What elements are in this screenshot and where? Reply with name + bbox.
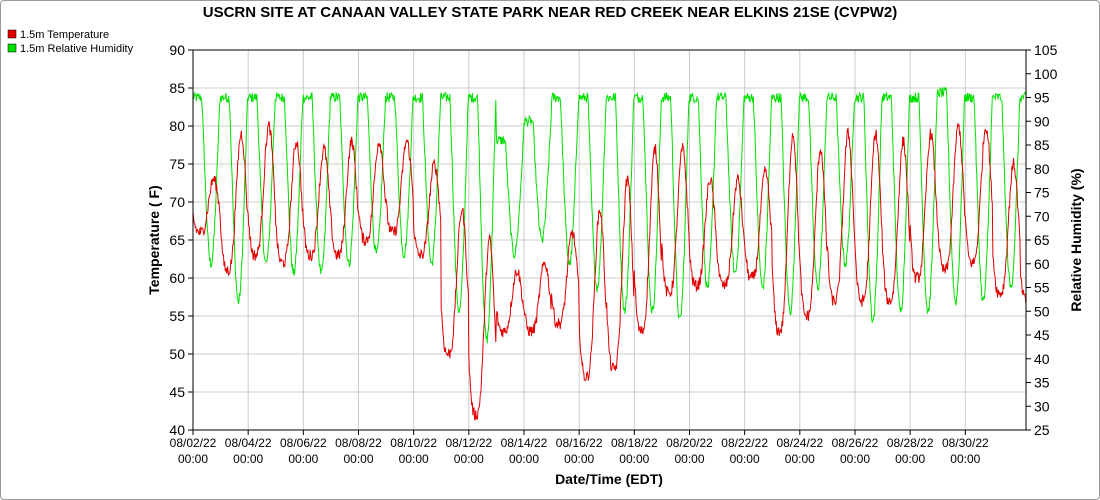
y-left-tick-label: 80 (169, 118, 185, 134)
y-axis-right-label: Relative Humidity (%) (1068, 168, 1084, 311)
x-axis-label: Date/Time (EDT) (555, 471, 663, 487)
chart-title: USCRN SITE AT CANAAN VALLEY STATE PARK N… (203, 4, 898, 21)
x-tick-time: 00:00 (564, 452, 594, 466)
y-left-tick-label: 75 (169, 156, 185, 172)
x-tick-time: 00:00 (343, 452, 373, 466)
y-right-tick-label: 40 (1034, 351, 1050, 367)
y-right-tick-label: 105 (1034, 42, 1058, 58)
series-layer (192, 86, 1027, 421)
y-right-tick-label: 30 (1034, 398, 1050, 414)
x-axis: 08/02/22 00:00 08/04/22 00:00 08/06/22 00:00 0… (170, 430, 989, 466)
x-tick-date: 08/30/22 (942, 436, 989, 450)
x-tick-date: 08/24/22 (776, 436, 823, 450)
x-tick-time: 00:00 (399, 452, 429, 466)
x-tick-time: 00:00 (178, 452, 208, 466)
y-left-tick-label: 65 (169, 232, 185, 248)
x-tick-time: 00:00 (619, 452, 649, 466)
legend-label-humidity: 1.5m Relative Humidity (20, 43, 134, 55)
x-tick-time: 00:00 (674, 452, 704, 466)
x-tick-date: 08/22/22 (721, 436, 768, 450)
y-right-tick-label: 45 (1034, 327, 1050, 343)
legend-swatch-temperature (7, 29, 17, 39)
series-line-temperature (192, 121, 1027, 421)
y-left-tick-label: 60 (169, 270, 185, 286)
x-tick-date: 08/20/22 (666, 436, 713, 450)
x-tick-date: 08/14/22 (501, 436, 548, 450)
y-left-tick-label: 40 (169, 422, 185, 438)
y-right-tick-label: 35 (1034, 375, 1050, 391)
x-tick-date: 08/26/22 (832, 436, 879, 450)
y-right-tick-label: 65 (1034, 232, 1050, 248)
y-axis-left: 40 45 50 55 60 65 70 75 80 85 90 (169, 42, 193, 438)
legend-label-temperature: 1.5m Temperature (20, 29, 109, 41)
x-tick-time: 00:00 (950, 452, 980, 466)
y-left-tick-label: 45 (169, 384, 185, 400)
legend-swatch-humidity (7, 43, 17, 53)
series-line-relative-humidity (192, 86, 1027, 344)
x-tick-date: 08/12/22 (445, 436, 492, 450)
x-tick-time: 00:00 (509, 452, 539, 466)
x-tick-date: 08/18/22 (611, 436, 658, 450)
x-tick-date: 08/16/22 (556, 436, 603, 450)
x-tick-date: 08/06/22 (280, 436, 327, 450)
y-left-tick-label: 85 (169, 80, 185, 96)
x-tick-time: 00:00 (730, 452, 760, 466)
y-right-tick-label: 75 (1034, 185, 1050, 201)
y-right-tick-label: 55 (1034, 280, 1050, 296)
x-tick-date: 08/08/22 (335, 436, 382, 450)
y-right-tick-label: 85 (1034, 137, 1050, 153)
y-axis-right: 25 30 35 40 45 50 55 60 65 70 75 80 85 90 95 100 105 (1026, 42, 1058, 438)
y-right-tick-label: 95 (1034, 90, 1050, 106)
y-left-tick-label: 50 (169, 346, 185, 362)
x-tick-date: 08/02/22 (170, 436, 217, 450)
x-tick-time: 00:00 (895, 452, 925, 466)
y-right-tick-label: 60 (1034, 256, 1050, 272)
x-tick-date: 08/10/22 (390, 436, 437, 450)
x-tick-time: 00:00 (785, 452, 815, 466)
y-right-tick-label: 100 (1034, 66, 1058, 82)
x-tick-date: 08/04/22 (225, 436, 272, 450)
x-tick-time: 00:00 (840, 452, 870, 466)
y-right-tick-label: 25 (1034, 422, 1050, 438)
y-right-tick-label: 90 (1034, 113, 1050, 129)
x-tick-time: 00:00 (454, 452, 484, 466)
x-tick-date: 08/28/22 (887, 436, 934, 450)
y-left-tick-label: 90 (169, 42, 185, 58)
y-right-tick-label: 70 (1034, 208, 1050, 224)
y-left-tick-label: 70 (169, 194, 185, 210)
x-tick-time: 00:00 (288, 452, 318, 466)
y-right-tick-label: 80 (1034, 161, 1050, 177)
x-tick-time: 00:00 (233, 452, 263, 466)
legend: 1.5m Temperature 1.5m Relative Humidity (7, 29, 134, 55)
y-axis-left-label: Temperature ( F) (146, 185, 162, 294)
y-left-tick-label: 55 (169, 308, 185, 324)
y-right-tick-label: 50 (1034, 303, 1050, 319)
